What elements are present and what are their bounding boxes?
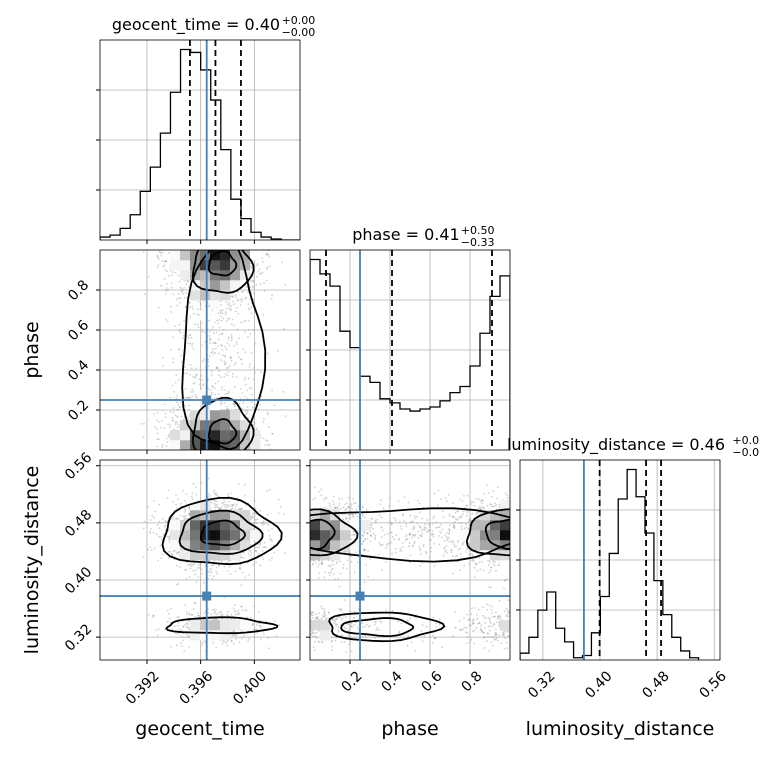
- contour: [328, 611, 446, 643]
- histogram-luminosity_distance: [520, 468, 700, 660]
- ytick-label-luminosity_distance: 0.56: [62, 450, 95, 483]
- xtick-label-luminosity_distance: 0.48: [639, 668, 672, 701]
- contour: [161, 497, 283, 566]
- title-main-phase: phase = 0.41: [352, 225, 459, 244]
- title-sup-phase: +0.50: [461, 224, 495, 237]
- xtick-label-luminosity_distance: 0.56: [697, 668, 730, 701]
- contour: [465, 508, 510, 557]
- xtick-label-phase: 0.8: [459, 668, 486, 695]
- scatter-panel-geocent_time-phase: [100, 250, 300, 450]
- xtick-label-geocent_time: 0.392: [123, 668, 163, 708]
- title-sub-phase: −0.33: [461, 236, 495, 249]
- title-sup-luminosity_distance: +0.03: [732, 434, 760, 447]
- truth-marker: [355, 591, 365, 601]
- ytick-label-luminosity_distance: 0.48: [62, 507, 95, 540]
- xtick-label-luminosity_distance: 0.32: [525, 668, 558, 701]
- histogram-panel-phase: [310, 250, 510, 450]
- ytick-label-luminosity_distance: 0.32: [62, 621, 95, 654]
- ytick-label-phase: 0.2: [65, 397, 92, 424]
- contour: [310, 507, 510, 563]
- xtick-label-geocent_time: 0.396: [177, 668, 217, 708]
- title-sub-geocent_time: −0.00: [282, 26, 316, 39]
- histogram-geocent_time: [100, 48, 300, 240]
- title-sup-geocent_time: +0.00: [282, 14, 316, 27]
- contour: [191, 396, 255, 450]
- ytick-label-phase: 0.6: [65, 317, 92, 344]
- contour: [165, 616, 279, 635]
- xtick-label-luminosity_distance: 0.40: [582, 668, 615, 701]
- histogram-phase: [310, 258, 510, 450]
- contour: [178, 509, 264, 555]
- xtick-label-geocent_time: 0.400: [230, 668, 270, 708]
- title-luminosity_distance: luminosity_distance = 0.46: [507, 435, 725, 455]
- histogram-panel-geocent_time: [100, 40, 300, 240]
- contour: [199, 519, 246, 547]
- truth-marker: [202, 591, 212, 601]
- title-main-luminosity_distance: luminosity_distance = 0.46: [507, 435, 725, 455]
- ylabel-luminosity_distance: luminosity_distance: [21, 466, 43, 655]
- ytick-label-phase: 0.4: [65, 357, 92, 384]
- title-geocent_time: geocent_time = 0.40: [112, 15, 280, 35]
- title-main-geocent_time: geocent_time = 0.40: [112, 15, 280, 35]
- contour: [310, 518, 336, 551]
- scatter-frame-phase-luminosity_distance: [309, 459, 511, 661]
- histogram-panel-luminosity_distance: [520, 460, 720, 660]
- xlabel-phase: phase: [381, 718, 438, 740]
- scatter-panel-geocent_time-luminosity_distance: [100, 460, 300, 660]
- ylabel-phase: phase: [21, 321, 43, 378]
- xtick-label-phase: 0.4: [379, 668, 406, 695]
- contour: [340, 617, 415, 638]
- contour: [207, 418, 238, 445]
- xtick-label-phase: 0.6: [419, 668, 446, 695]
- ytick-label-luminosity_distance: 0.40: [62, 564, 95, 597]
- contour: [191, 250, 255, 294]
- contour: [207, 250, 238, 277]
- xtick-label-phase: 0.2: [339, 668, 366, 695]
- contour: [181, 250, 267, 450]
- xlabel-luminosity_distance: luminosity_distance: [526, 718, 715, 740]
- title-sub-luminosity_distance: −0.06: [732, 446, 760, 459]
- xlabel-geocent_time: geocent_time: [135, 718, 264, 740]
- scatter-panel-phase-luminosity_distance: [310, 460, 510, 660]
- scatter-frame-geocent_time-phase: [99, 249, 301, 451]
- ytick-label-phase: 0.8: [65, 277, 92, 304]
- truth-marker: [202, 395, 212, 405]
- title-phase: phase = 0.41: [352, 225, 459, 244]
- scatter-frame-geocent_time-luminosity_distance: [99, 459, 301, 661]
- contour: [484, 518, 510, 551]
